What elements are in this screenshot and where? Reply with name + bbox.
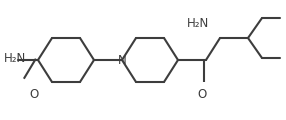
Text: N: N xyxy=(118,54,126,66)
Text: O: O xyxy=(197,88,206,101)
Text: O: O xyxy=(29,88,39,101)
Text: H₂N: H₂N xyxy=(4,51,26,65)
Text: H₂N: H₂N xyxy=(187,17,209,30)
